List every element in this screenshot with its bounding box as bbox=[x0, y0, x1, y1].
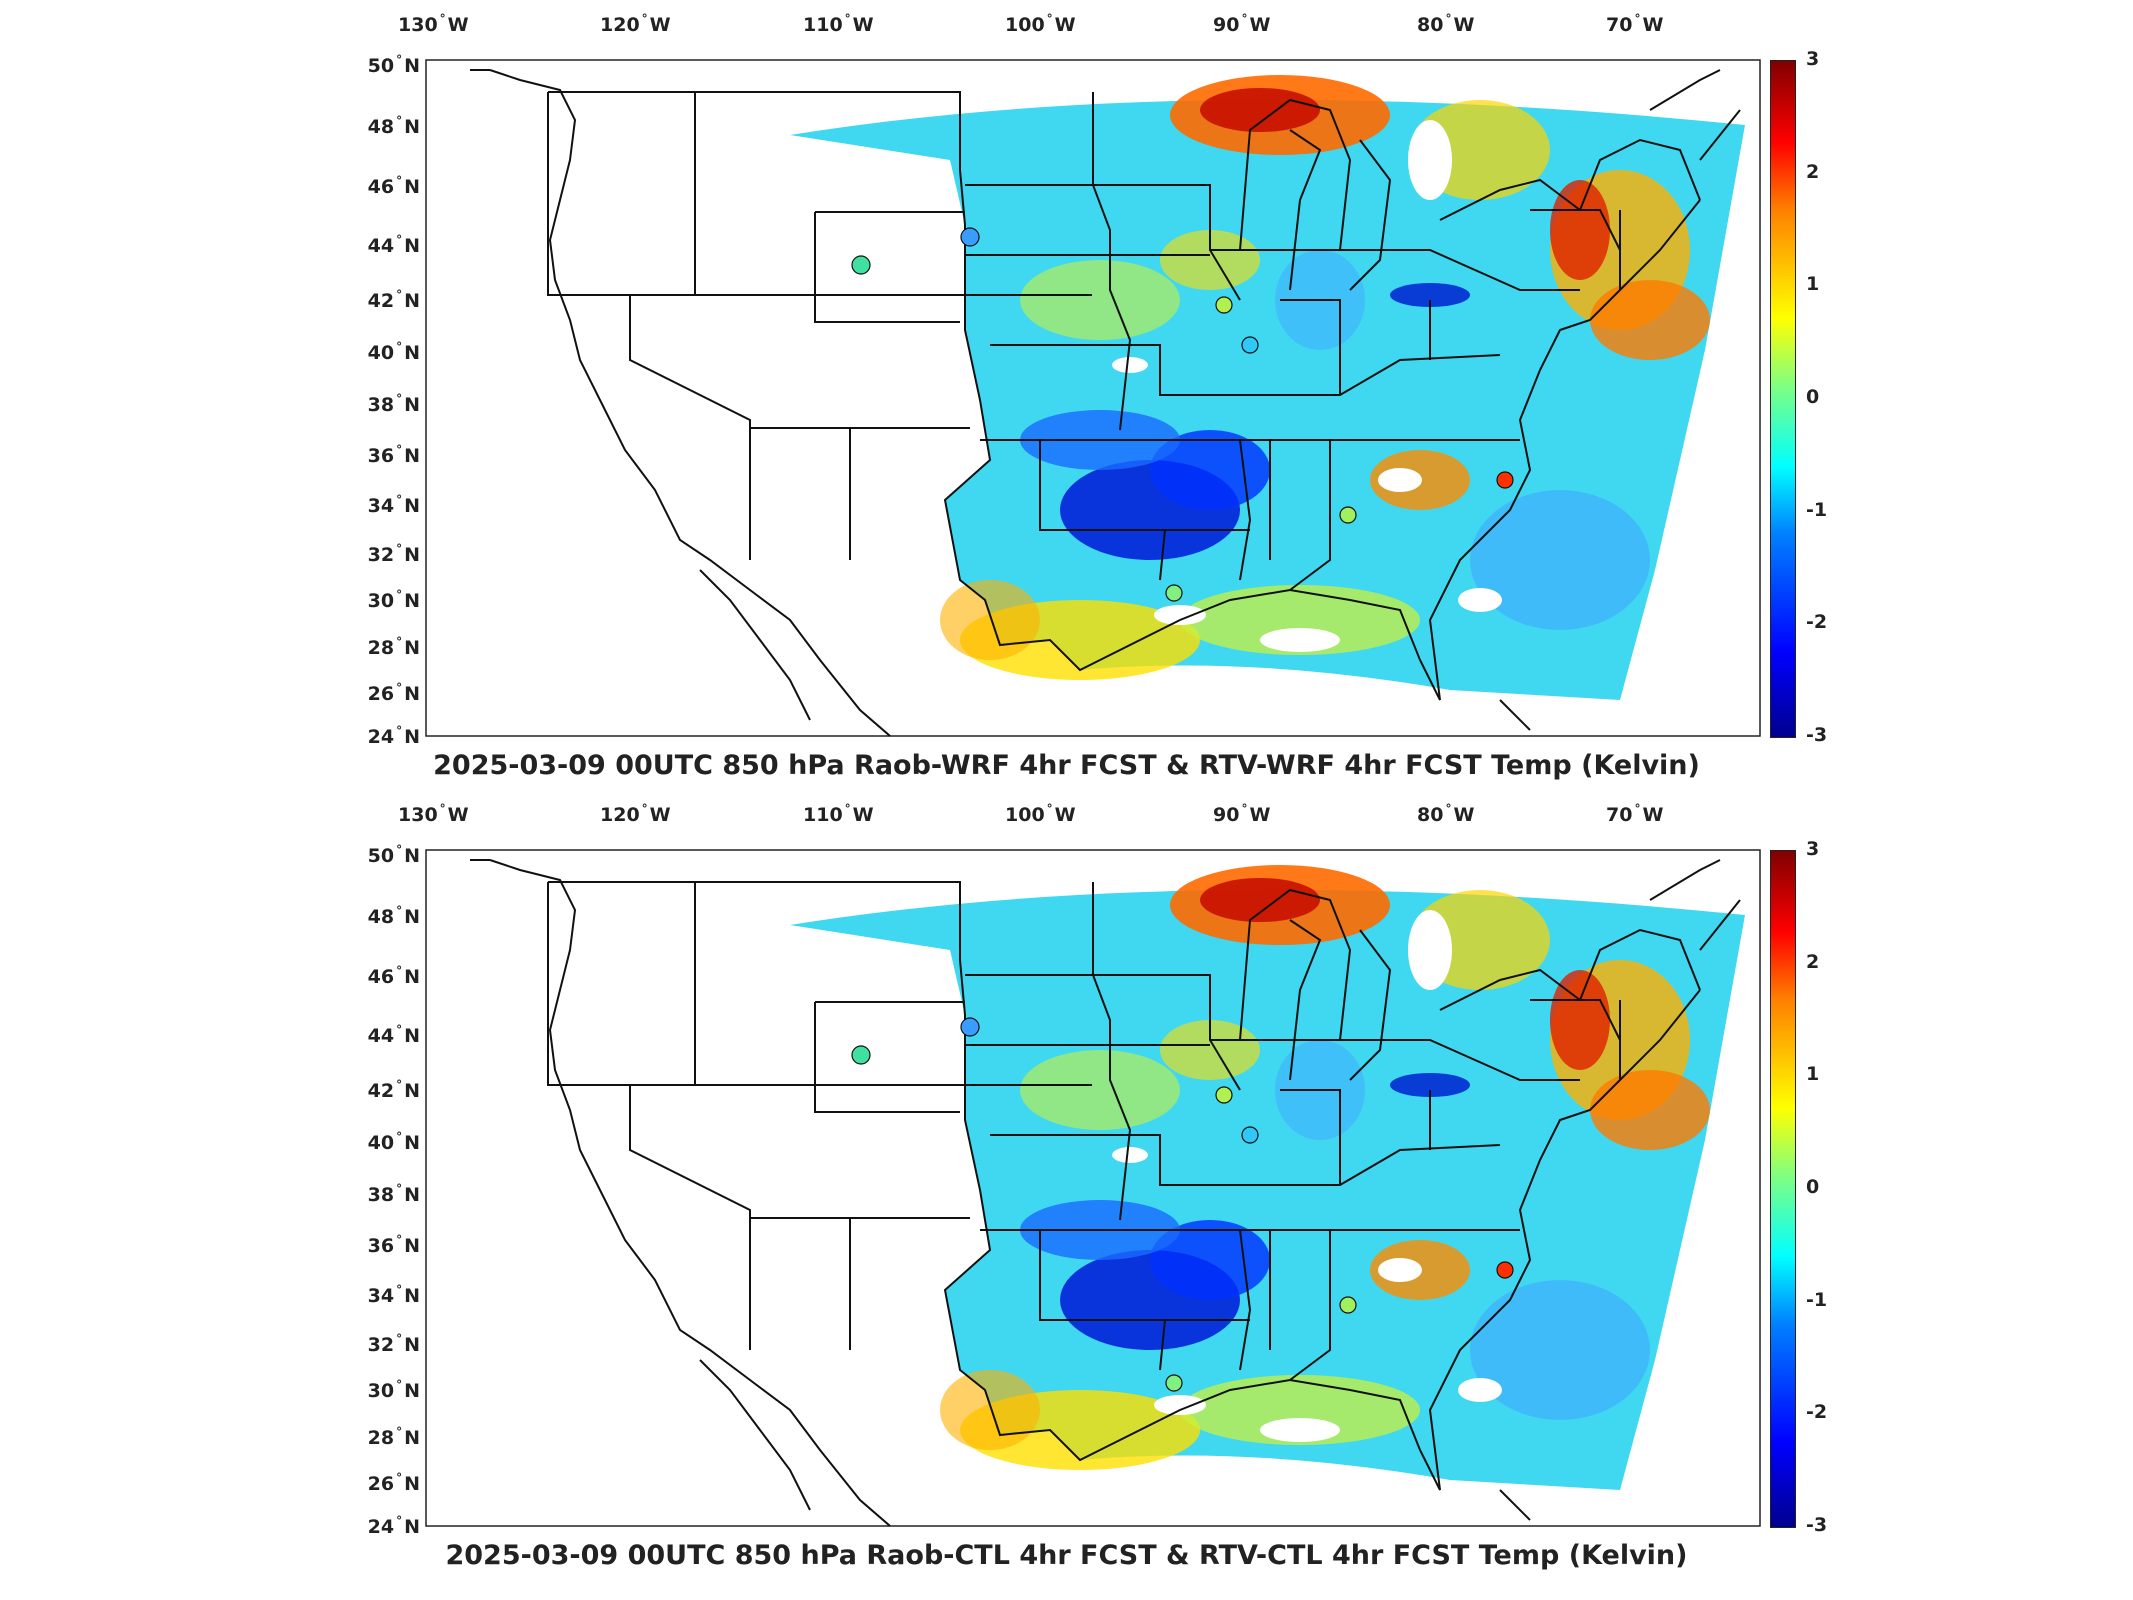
lat-label: 40 ° N bbox=[367, 340, 420, 364]
colorbar-tick: -3 bbox=[1806, 1514, 1828, 1536]
raob-marker bbox=[1241, 336, 1259, 354]
lat-label: 26 ° N bbox=[367, 681, 420, 705]
lon-label: 80 ° W bbox=[1417, 12, 1475, 36]
colorbar bbox=[1770, 850, 1796, 1528]
raob-marker bbox=[1339, 1296, 1357, 1314]
lat-label: 48 ° N bbox=[367, 904, 420, 928]
lat-label: 42 ° N bbox=[367, 1078, 420, 1102]
lon-label: 70 ° W bbox=[1606, 12, 1664, 36]
lat-label: 24 ° N bbox=[367, 1514, 420, 1538]
bottom-map-panel: 130 ° W 120 ° W 110 ° W 100 ° W 90 ° W 80 ° W 70 ° W 5… bbox=[0, 790, 2133, 1590]
colorbar-tick: -2 bbox=[1806, 1401, 1828, 1423]
colorbar-tick: -1 bbox=[1806, 1289, 1828, 1311]
lon-label: 110 ° W bbox=[803, 802, 874, 826]
lat-label: 36 ° N bbox=[367, 443, 420, 467]
lat-label: 34 ° N bbox=[367, 493, 420, 517]
colorbar-tick: 2 bbox=[1806, 161, 1820, 183]
lon-label: 70 ° W bbox=[1606, 802, 1664, 826]
raob-marker bbox=[851, 1045, 871, 1065]
raob-marker bbox=[1215, 1086, 1233, 1104]
lat-label: 24 ° N bbox=[367, 724, 420, 748]
colorbar-tick: -1 bbox=[1806, 499, 1828, 521]
lat-label: 34 ° N bbox=[367, 1283, 420, 1307]
lat-label: 44 ° N bbox=[367, 233, 420, 257]
boundaries bbox=[470, 859, 1741, 1527]
raob-marker bbox=[1339, 506, 1357, 524]
lat-label: 46 ° N bbox=[367, 174, 420, 198]
colorbar-tick: -2 bbox=[1806, 611, 1828, 633]
raob-marker bbox=[960, 1017, 980, 1037]
lon-label: 100 ° W bbox=[1005, 12, 1076, 36]
colorbar-tick: 1 bbox=[1806, 1063, 1820, 1085]
colorbar-tick: 2 bbox=[1806, 951, 1820, 973]
lat-label: 42 ° N bbox=[367, 288, 420, 312]
colorbar-tick: 3 bbox=[1806, 48, 1820, 70]
lat-label: 40 ° N bbox=[367, 1130, 420, 1154]
boundaries bbox=[470, 69, 1741, 737]
raob-marker bbox=[960, 227, 980, 247]
lat-label: 50 ° N bbox=[367, 53, 420, 77]
lat-label: 30 ° N bbox=[367, 588, 420, 612]
lon-label: 130 ° W bbox=[398, 802, 469, 826]
raob-marker bbox=[1496, 1261, 1514, 1279]
lat-label: 38 ° N bbox=[367, 392, 420, 416]
map-title: 2025-03-09 00UTC 850 hPa Raob-CTL 4hr FC… bbox=[445, 1540, 1688, 1571]
raob-marker bbox=[1215, 296, 1233, 314]
bottom-map-svg bbox=[425, 849, 1761, 1527]
lon-label: 130 ° W bbox=[398, 12, 469, 36]
lat-label: 46 ° N bbox=[367, 964, 420, 988]
colorbar bbox=[1770, 60, 1796, 738]
raob-marker bbox=[1165, 584, 1183, 602]
lon-label: 90 ° W bbox=[1213, 12, 1271, 36]
raob-markers bbox=[851, 227, 1514, 602]
top-map-panel: 130 ° W 120 ° W 110 ° W 100 ° W 90 ° W 80 ° W 70 ° W 5… bbox=[367, 12, 1828, 781]
raob-marker bbox=[1496, 471, 1514, 489]
raob-marker bbox=[1165, 1374, 1183, 1392]
lon-label: 90 ° W bbox=[1213, 802, 1271, 826]
lon-label: 80 ° W bbox=[1417, 802, 1475, 826]
colorbar-tick: 3 bbox=[1806, 838, 1820, 860]
lat-label: 26 ° N bbox=[367, 1471, 420, 1495]
map-title: 2025-03-09 00UTC 850 hPa Raob-WRF 4hr FC… bbox=[433, 750, 1700, 781]
raob-marker bbox=[851, 255, 871, 275]
lon-label: 100 ° W bbox=[1005, 802, 1076, 826]
colorbar-tick: -3 bbox=[1806, 724, 1828, 746]
lat-label: 50 ° N bbox=[367, 843, 420, 867]
lat-label: 28 ° N bbox=[367, 635, 420, 659]
colorbar-tick: 1 bbox=[1806, 273, 1820, 295]
lon-label: 110 ° W bbox=[803, 12, 874, 36]
lat-label: 32 ° N bbox=[367, 542, 420, 566]
lat-label: 48 ° N bbox=[367, 114, 420, 138]
lat-label: 32 ° N bbox=[367, 1332, 420, 1356]
colorbar-tick: 0 bbox=[1806, 386, 1820, 408]
raob-markers bbox=[851, 1017, 1514, 1392]
raob-marker bbox=[1241, 1126, 1259, 1144]
top-map-svg bbox=[425, 59, 1761, 737]
lat-label: 28 ° N bbox=[367, 1425, 420, 1449]
lat-label: 44 ° N bbox=[367, 1023, 420, 1047]
temperature-field bbox=[790, 75, 1745, 700]
lat-label: 30 ° N bbox=[367, 1378, 420, 1402]
lon-label: 120 ° W bbox=[600, 12, 671, 36]
temperature-field bbox=[790, 865, 1745, 1490]
lat-label: 38 ° N bbox=[367, 1182, 420, 1206]
lon-label: 120 ° W bbox=[600, 802, 671, 826]
lat-label: 36 ° N bbox=[367, 1233, 420, 1257]
colorbar-tick: 0 bbox=[1806, 1176, 1820, 1198]
